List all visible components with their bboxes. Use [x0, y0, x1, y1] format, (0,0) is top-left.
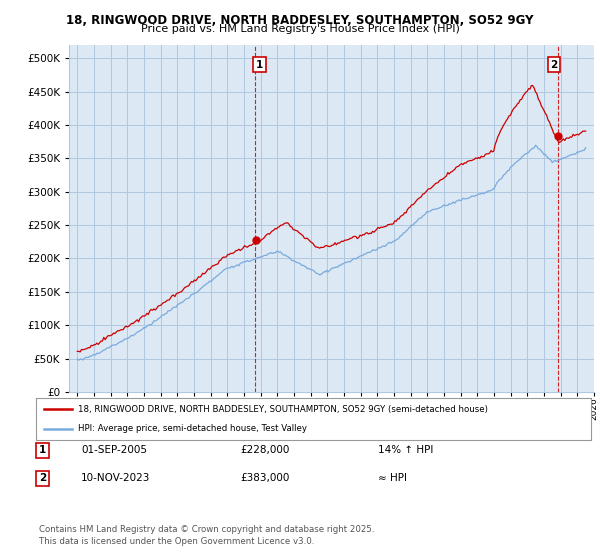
Text: HPI: Average price, semi-detached house, Test Valley: HPI: Average price, semi-detached house,…: [77, 424, 307, 433]
Text: 10-NOV-2023: 10-NOV-2023: [81, 473, 151, 483]
Text: £228,000: £228,000: [240, 445, 289, 455]
Text: 1: 1: [256, 60, 263, 70]
Text: 18, RINGWOOD DRIVE, NORTH BADDESLEY, SOUTHAMPTON, SO52 9GY: 18, RINGWOOD DRIVE, NORTH BADDESLEY, SOU…: [66, 14, 534, 27]
Text: 01-SEP-2005: 01-SEP-2005: [81, 445, 147, 455]
Text: Price paid vs. HM Land Registry's House Price Index (HPI): Price paid vs. HM Land Registry's House …: [140, 24, 460, 34]
Text: £383,000: £383,000: [240, 473, 289, 483]
Text: Contains HM Land Registry data © Crown copyright and database right 2025.
This d: Contains HM Land Registry data © Crown c…: [39, 525, 374, 546]
Text: 14% ↑ HPI: 14% ↑ HPI: [378, 445, 433, 455]
Text: 2: 2: [39, 473, 46, 483]
Text: 18, RINGWOOD DRIVE, NORTH BADDESLEY, SOUTHAMPTON, SO52 9GY (semi-detached house): 18, RINGWOOD DRIVE, NORTH BADDESLEY, SOU…: [77, 405, 487, 414]
Text: 2: 2: [551, 60, 558, 70]
Text: ≈ HPI: ≈ HPI: [378, 473, 407, 483]
Text: 1: 1: [39, 445, 46, 455]
